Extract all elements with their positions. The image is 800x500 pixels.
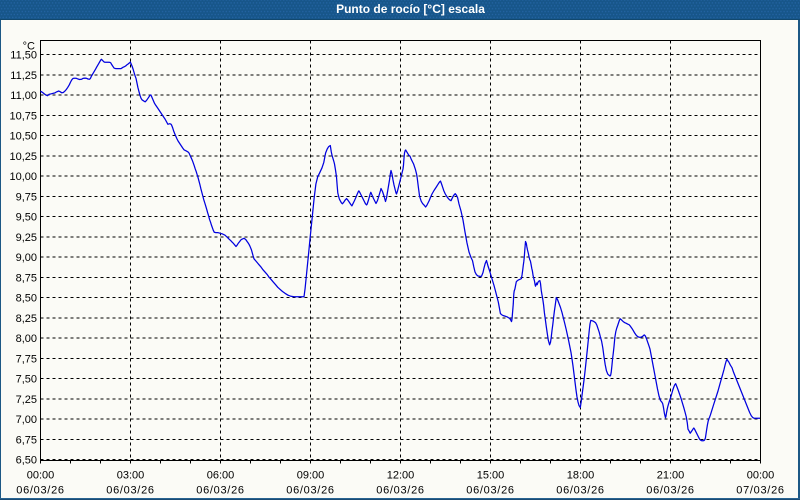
svg-text:18:00: 18:00 [567, 470, 595, 482]
svg-text:06/03/26: 06/03/26 [196, 485, 244, 497]
svg-text:11,25: 11,25 [10, 70, 37, 82]
svg-text:00:00: 00:00 [747, 470, 775, 482]
svg-text:07/03/26: 07/03/26 [736, 485, 784, 497]
svg-text:10,75: 10,75 [9, 110, 37, 122]
svg-text:00:00: 00:00 [27, 470, 55, 482]
svg-text:06/03/26: 06/03/26 [466, 485, 514, 497]
svg-text:10,25: 10,25 [9, 151, 37, 163]
svg-text:6,75: 6,75 [16, 434, 37, 446]
svg-text:9,25: 9,25 [16, 232, 37, 244]
svg-text:11,50: 11,50 [10, 50, 37, 62]
svg-text:10,00: 10,00 [9, 171, 37, 183]
svg-text:06/03/26: 06/03/26 [16, 485, 64, 497]
svg-text:09:00: 09:00 [297, 470, 325, 482]
svg-text:03:00: 03:00 [117, 470, 145, 482]
svg-text:06:00: 06:00 [207, 470, 235, 482]
svg-text:9,50: 9,50 [16, 212, 37, 224]
svg-text:9,75: 9,75 [16, 191, 37, 203]
svg-text:06/03/26: 06/03/26 [556, 485, 604, 497]
svg-text:8,50: 8,50 [16, 293, 37, 305]
svg-text:11,00: 11,00 [10, 90, 37, 102]
svg-text:7,25: 7,25 [16, 394, 37, 406]
svg-text:6,50: 6,50 [16, 455, 37, 467]
svg-text:15:00: 15:00 [477, 470, 505, 482]
svg-text:°C: °C [23, 41, 35, 53]
svg-text:10,50: 10,50 [9, 131, 37, 143]
svg-text:8,00: 8,00 [16, 333, 37, 345]
svg-text:8,25: 8,25 [16, 313, 37, 325]
svg-text:06/03/26: 06/03/26 [286, 485, 334, 497]
svg-text:7,50: 7,50 [16, 374, 37, 386]
svg-text:21:00: 21:00 [657, 470, 685, 482]
svg-text:7,75: 7,75 [16, 353, 37, 365]
svg-text:12:00: 12:00 [387, 470, 415, 482]
svg-text:9,00: 9,00 [16, 252, 37, 264]
svg-text:06/03/26: 06/03/26 [376, 485, 424, 497]
svg-text:06/03/26: 06/03/26 [106, 485, 154, 497]
svg-text:7,00: 7,00 [16, 414, 37, 426]
svg-text:06/03/26: 06/03/26 [646, 485, 694, 497]
svg-text:8,75: 8,75 [16, 272, 37, 284]
